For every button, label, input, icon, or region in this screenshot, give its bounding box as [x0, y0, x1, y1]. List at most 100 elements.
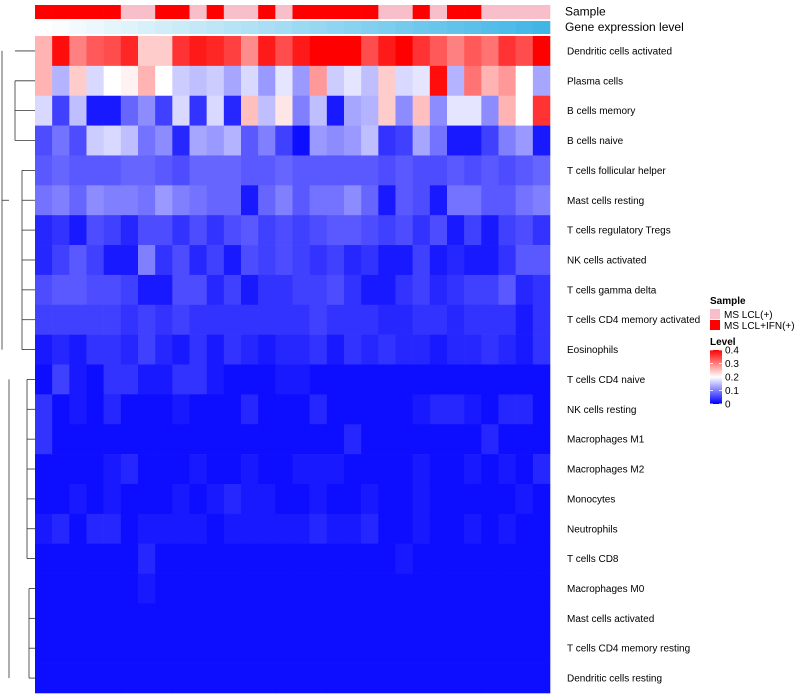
heatmap-cell [447, 633, 465, 664]
heatmap-cell [241, 364, 259, 395]
heatmap-cell [498, 633, 516, 664]
heatmap-cell [309, 424, 328, 455]
expression-annotation-cell [69, 21, 87, 34]
heatmap-cell [464, 663, 482, 694]
expression-annotation-cell [395, 21, 413, 34]
heatmap-cell [498, 155, 516, 186]
heatmap-cell [69, 95, 87, 126]
heatmap-cell [395, 663, 413, 694]
heatmap-cell [292, 185, 310, 216]
heatmap-cell [155, 513, 173, 544]
heatmap-cell [275, 424, 293, 455]
heatmap-cell [378, 394, 396, 425]
heatmap-cell [206, 663, 225, 694]
heatmap-cell [52, 424, 70, 455]
heatmap-cell [35, 483, 53, 515]
heatmap-cell [292, 334, 310, 365]
heatmap-cell [172, 215, 190, 246]
heatmap-cell [52, 573, 70, 604]
heatmap-cell [412, 274, 431, 306]
heatmap-cell [103, 304, 122, 335]
heatmap-cell [103, 36, 122, 67]
heatmap-cell [275, 65, 293, 97]
heatmap-cell [103, 245, 122, 276]
heatmap-cell [189, 454, 207, 485]
heatmap-cell [241, 125, 259, 156]
heatmap-cell [275, 334, 293, 365]
heatmap-cell [241, 95, 259, 126]
heatmap-cell [258, 663, 276, 694]
heatmap-cell [206, 36, 225, 67]
heatmap-cell [378, 483, 396, 515]
heatmap-cell [292, 155, 310, 186]
heatmap-cell [344, 603, 362, 634]
heatmap-cell [138, 185, 156, 216]
heatmap-cell [189, 245, 207, 276]
expression-annotation-cell [309, 21, 328, 34]
heatmap-cell [275, 513, 293, 544]
heatmap-cell [395, 424, 413, 455]
heatmap-cell [206, 95, 225, 126]
heatmap-cell [52, 125, 70, 156]
heatmap-cell [429, 125, 448, 156]
heatmap-cell [189, 36, 207, 67]
sample-annotation-cell [378, 5, 396, 19]
heatmap-cell [155, 663, 173, 694]
heatmap-cell [241, 334, 259, 365]
expression-annotation-cell [103, 21, 122, 34]
heatmap-cell [258, 424, 276, 455]
expression-annotation-cell [532, 21, 551, 34]
heatmap-cell [206, 543, 225, 574]
heatmap-cell [378, 215, 396, 246]
heatmap-cell [361, 483, 379, 515]
heatmap-cell [155, 95, 173, 126]
heatmap-cell [361, 245, 379, 276]
sample-annotation-cell [258, 5, 276, 19]
heatmap-cell [447, 155, 465, 186]
heatmap-cell [309, 245, 328, 276]
heatmap-cell [206, 603, 225, 634]
heatmap-cell [69, 483, 87, 515]
heatmap-cell [292, 573, 310, 604]
heatmap-cell [447, 364, 465, 395]
heatmap-cell [103, 364, 122, 395]
heatmap-cell [206, 573, 225, 604]
heatmap-cell [361, 125, 379, 156]
sample-annotation-cell [395, 5, 413, 19]
heatmap-cell [258, 483, 276, 515]
heatmap-cell [258, 215, 276, 246]
heatmap-cell [481, 454, 499, 485]
heatmap-cell [447, 573, 465, 604]
row-labels: Dendritic cells activated Plasma cells B c… [567, 46, 700, 684]
heatmap-cell [447, 334, 465, 365]
heatmap-cell [138, 155, 156, 186]
heatmap-cell [481, 36, 499, 67]
heatmap-cell [138, 513, 156, 544]
expression-annotation-cell [223, 21, 242, 34]
heatmap-cell [361, 274, 379, 306]
heatmap-cell [52, 603, 70, 634]
heatmap-cell [447, 215, 465, 246]
heatmap-cell [35, 125, 53, 156]
heatmap-cell [395, 483, 413, 515]
heatmap-cell [429, 483, 448, 515]
heatmap-cell [120, 483, 139, 515]
heatmap-cell [412, 394, 431, 425]
expression-annotation-cell [155, 21, 173, 34]
row-label: T cells gamma delta [567, 285, 657, 296]
heatmap-cell [103, 543, 122, 574]
legend-sample-swatch [710, 309, 720, 319]
heatmap-cell [498, 274, 516, 306]
heatmap-cell [326, 483, 345, 515]
heatmap-cell [120, 394, 139, 425]
heatmap-cell [206, 245, 225, 276]
heatmap-cell [241, 215, 259, 246]
heatmap-cell [481, 125, 499, 156]
sample-annotation-cell [241, 5, 259, 19]
heatmap-cell [361, 454, 379, 485]
heatmap-cell [344, 155, 362, 186]
heatmap-cell [429, 394, 448, 425]
heatmap-cell [155, 394, 173, 425]
heatmap-cell [189, 543, 207, 574]
heatmap-cell [361, 633, 379, 664]
